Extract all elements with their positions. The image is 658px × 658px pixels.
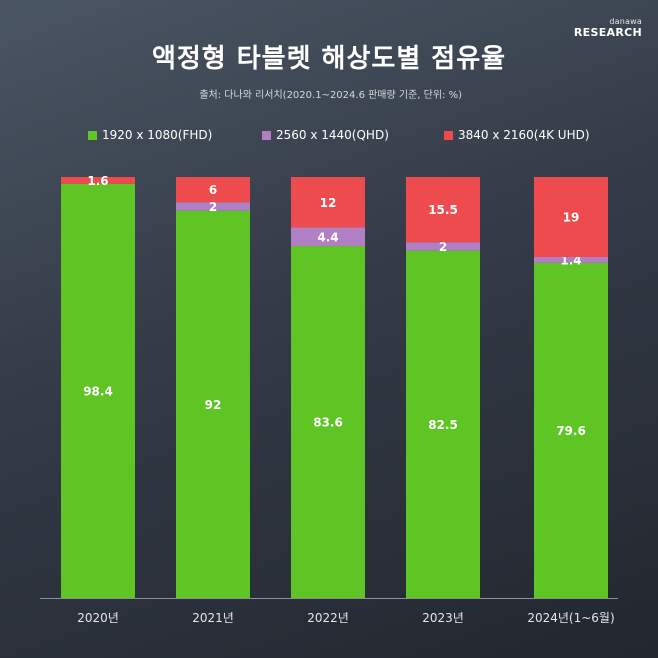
legend-item-fhd: 1920 x 1080(FHD) (88, 128, 212, 142)
data-label-fhd-3: 82.5 (428, 418, 458, 432)
legend-item-uhd: 3840 x 2160(4K UHD) (444, 128, 590, 142)
chart-title: 액정형 타블렛 해상도별 점유율 (151, 44, 507, 74)
data-label-uhd-1: 6 (209, 183, 217, 197)
legend-swatch-fhd (88, 130, 97, 140)
data-label-uhd-2: 12 (320, 196, 337, 210)
legend-item-qhd: 2560 x 1440(QHD) (262, 128, 389, 142)
data-label-fhd-0: 98.4 (83, 384, 113, 398)
x-tick-label-0: 2020년 (77, 611, 119, 625)
bar-qhd-1 (176, 202, 250, 211)
bar-qhd-4 (534, 256, 608, 263)
data-label-fhd-1: 92 (205, 398, 222, 412)
x-tick-label-3: 2023년 (422, 611, 464, 625)
x-tick-label-1: 2021년 (192, 611, 234, 625)
legend-label-fhd: 1920 x 1080(FHD) (102, 128, 213, 142)
bar-fhd-0 (61, 183, 135, 598)
data-label-fhd-2: 83.6 (313, 416, 343, 430)
bar-fhd-3 (406, 250, 480, 599)
brand-big: RESEARCH (573, 26, 642, 39)
brand-logo: danawa RESEARCH (573, 17, 642, 39)
legend-swatch-uhd (444, 130, 453, 140)
x-tick-label-4: 2024년(1~6월) (527, 611, 614, 625)
bar-qhd-2 (291, 227, 365, 247)
brand-small: danawa (609, 17, 642, 26)
legend: 1920 x 1080(FHD) 2560 x 1440(QHD) 3840 x… (88, 128, 628, 144)
legend-label-qhd: 2560 x 1440(QHD) (276, 128, 389, 142)
x-tick-label-2: 2022년 (307, 611, 349, 625)
data-label-qhd-3: 2 (439, 240, 447, 254)
legend-label-uhd: 3840 x 2160(4K UHD) (458, 128, 590, 142)
bar-fhd-1 (176, 210, 250, 598)
bar-uhd-4 (534, 177, 608, 257)
bar-fhd-4 (534, 262, 608, 598)
legend-swatch-qhd (262, 130, 271, 140)
bar-qhd-3 (406, 242, 480, 251)
data-label-qhd-2: 4.4 (317, 230, 338, 244)
data-label-uhd-0: 1.6 (87, 174, 108, 188)
bar-fhd-2 (291, 246, 365, 598)
bar-uhd-3 (406, 177, 480, 243)
data-label-uhd-3: 15.5 (428, 203, 458, 217)
data-label-fhd-4: 79.6 (556, 424, 586, 438)
chart-subtitle: 출처: 다나와 리서치(2020.1~2024.6 판매량 기준, 단위: %) (199, 90, 462, 101)
bar-uhd-2 (291, 177, 365, 228)
bar-uhd-1 (176, 177, 250, 203)
data-label-uhd-4: 19 (563, 210, 580, 224)
data-label-qhd-1: 2 (209, 200, 217, 214)
bar-uhd-0 (61, 177, 135, 184)
